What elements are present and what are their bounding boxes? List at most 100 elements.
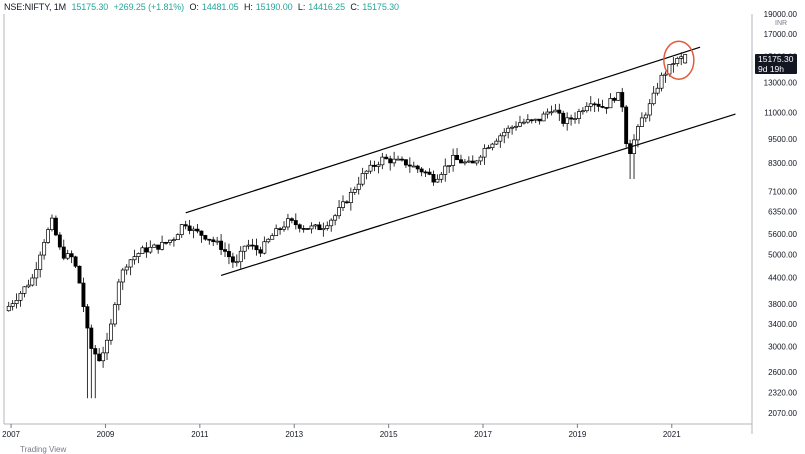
candle-body <box>392 158 397 164</box>
candle-body <box>105 339 109 354</box>
candle-body <box>65 253 70 259</box>
candle-body <box>356 183 361 190</box>
y-tick-label: 5000.00 <box>768 250 797 259</box>
x-tick-label: 2013 <box>285 430 303 439</box>
candle-body <box>341 201 345 208</box>
candle-body <box>592 103 597 106</box>
candle-body <box>541 113 546 122</box>
candle-body <box>18 292 23 301</box>
candle-body <box>285 218 290 228</box>
candle-body <box>140 247 145 254</box>
time-axis[interactable]: 2007 2009 2011 2013 2015 2017 2019 2021 <box>2 424 681 439</box>
candle-body <box>435 178 440 183</box>
candle-body <box>6 305 11 312</box>
candle-body <box>537 118 542 122</box>
candle-body <box>128 259 133 268</box>
candle-body <box>486 147 491 150</box>
candle-body <box>651 92 656 105</box>
candle-body <box>643 114 648 119</box>
candle-body <box>50 217 54 231</box>
candle-body <box>179 224 184 236</box>
candle-body <box>376 164 381 167</box>
candle-body <box>525 119 530 123</box>
candle-body <box>447 165 452 167</box>
candle-body <box>38 254 43 270</box>
candle-body <box>242 245 247 252</box>
trendlines-layer <box>185 46 736 276</box>
candle-body <box>624 106 629 145</box>
candle-body <box>580 110 585 113</box>
candle-body <box>301 228 306 230</box>
candle-body <box>333 215 338 221</box>
candle-body <box>266 238 271 243</box>
candle-body <box>557 109 562 114</box>
candle-body <box>171 239 176 242</box>
candle-body <box>521 121 526 124</box>
candle-body <box>372 164 377 167</box>
candle-body <box>22 286 27 294</box>
candle-body <box>230 256 235 263</box>
candle-body <box>439 174 444 180</box>
candle-body <box>533 118 538 121</box>
annotation-layer <box>663 40 695 80</box>
candle-body <box>57 234 62 248</box>
x-tick-label: 2007 <box>2 430 20 439</box>
candle-body <box>360 173 365 185</box>
candle-body <box>211 239 216 242</box>
candle-body <box>384 156 389 160</box>
candle-body <box>34 269 39 279</box>
candle-body <box>565 117 570 124</box>
last-price: 15175.30 <box>71 2 109 12</box>
candle-body <box>120 269 125 283</box>
low-key: L: <box>297 2 306 12</box>
candle-body <box>455 154 459 161</box>
candle-body <box>223 249 227 252</box>
candle-body <box>675 58 680 64</box>
candle-body <box>85 306 90 329</box>
candle-body <box>116 281 121 306</box>
close-key: C: <box>350 2 360 12</box>
y-tick-label: 8300.00 <box>768 159 797 168</box>
candle-body <box>325 225 330 229</box>
last-price-label: 15175.30 9d 19h <box>755 54 797 74</box>
candle-body <box>639 117 644 127</box>
candle-body <box>191 228 196 231</box>
symbol-label: NSE:NIFTY, 1M <box>4 2 67 12</box>
candle-body <box>502 131 507 137</box>
highlight-circle <box>663 40 695 80</box>
candle-body <box>518 122 522 127</box>
candle-body <box>352 189 357 193</box>
candle-body <box>671 63 676 65</box>
x-tick-label: 2017 <box>474 430 492 439</box>
candle-body <box>10 303 15 307</box>
x-tick-label: 2011 <box>191 430 209 439</box>
candle-body <box>152 244 157 248</box>
candle-body <box>403 159 408 166</box>
candle-body <box>282 226 286 230</box>
plot-border <box>3 14 753 434</box>
y-tick-label: 19000.00 <box>764 10 798 19</box>
candle-body <box>246 244 251 247</box>
candle-body <box>419 168 424 173</box>
candle-body <box>329 219 334 227</box>
candle-body <box>234 261 239 264</box>
candle-body <box>683 54 688 64</box>
candle-body <box>168 239 172 243</box>
candle-body <box>46 229 50 243</box>
candle-body <box>620 92 625 108</box>
candle-body <box>227 251 231 258</box>
candle-body <box>183 224 188 227</box>
candle-body <box>160 241 165 250</box>
y-tick-label: 3000.00 <box>768 342 797 351</box>
channel-trendline <box>220 113 736 276</box>
candle-body <box>274 228 279 237</box>
candle-body <box>407 164 412 167</box>
candle-body <box>187 225 192 231</box>
candle-body <box>207 238 212 241</box>
candle-body <box>466 160 471 163</box>
open-value: 14481.05 <box>201 2 239 12</box>
open-key: O: <box>189 2 199 12</box>
candle-body <box>459 159 463 164</box>
candle-body <box>545 111 550 115</box>
